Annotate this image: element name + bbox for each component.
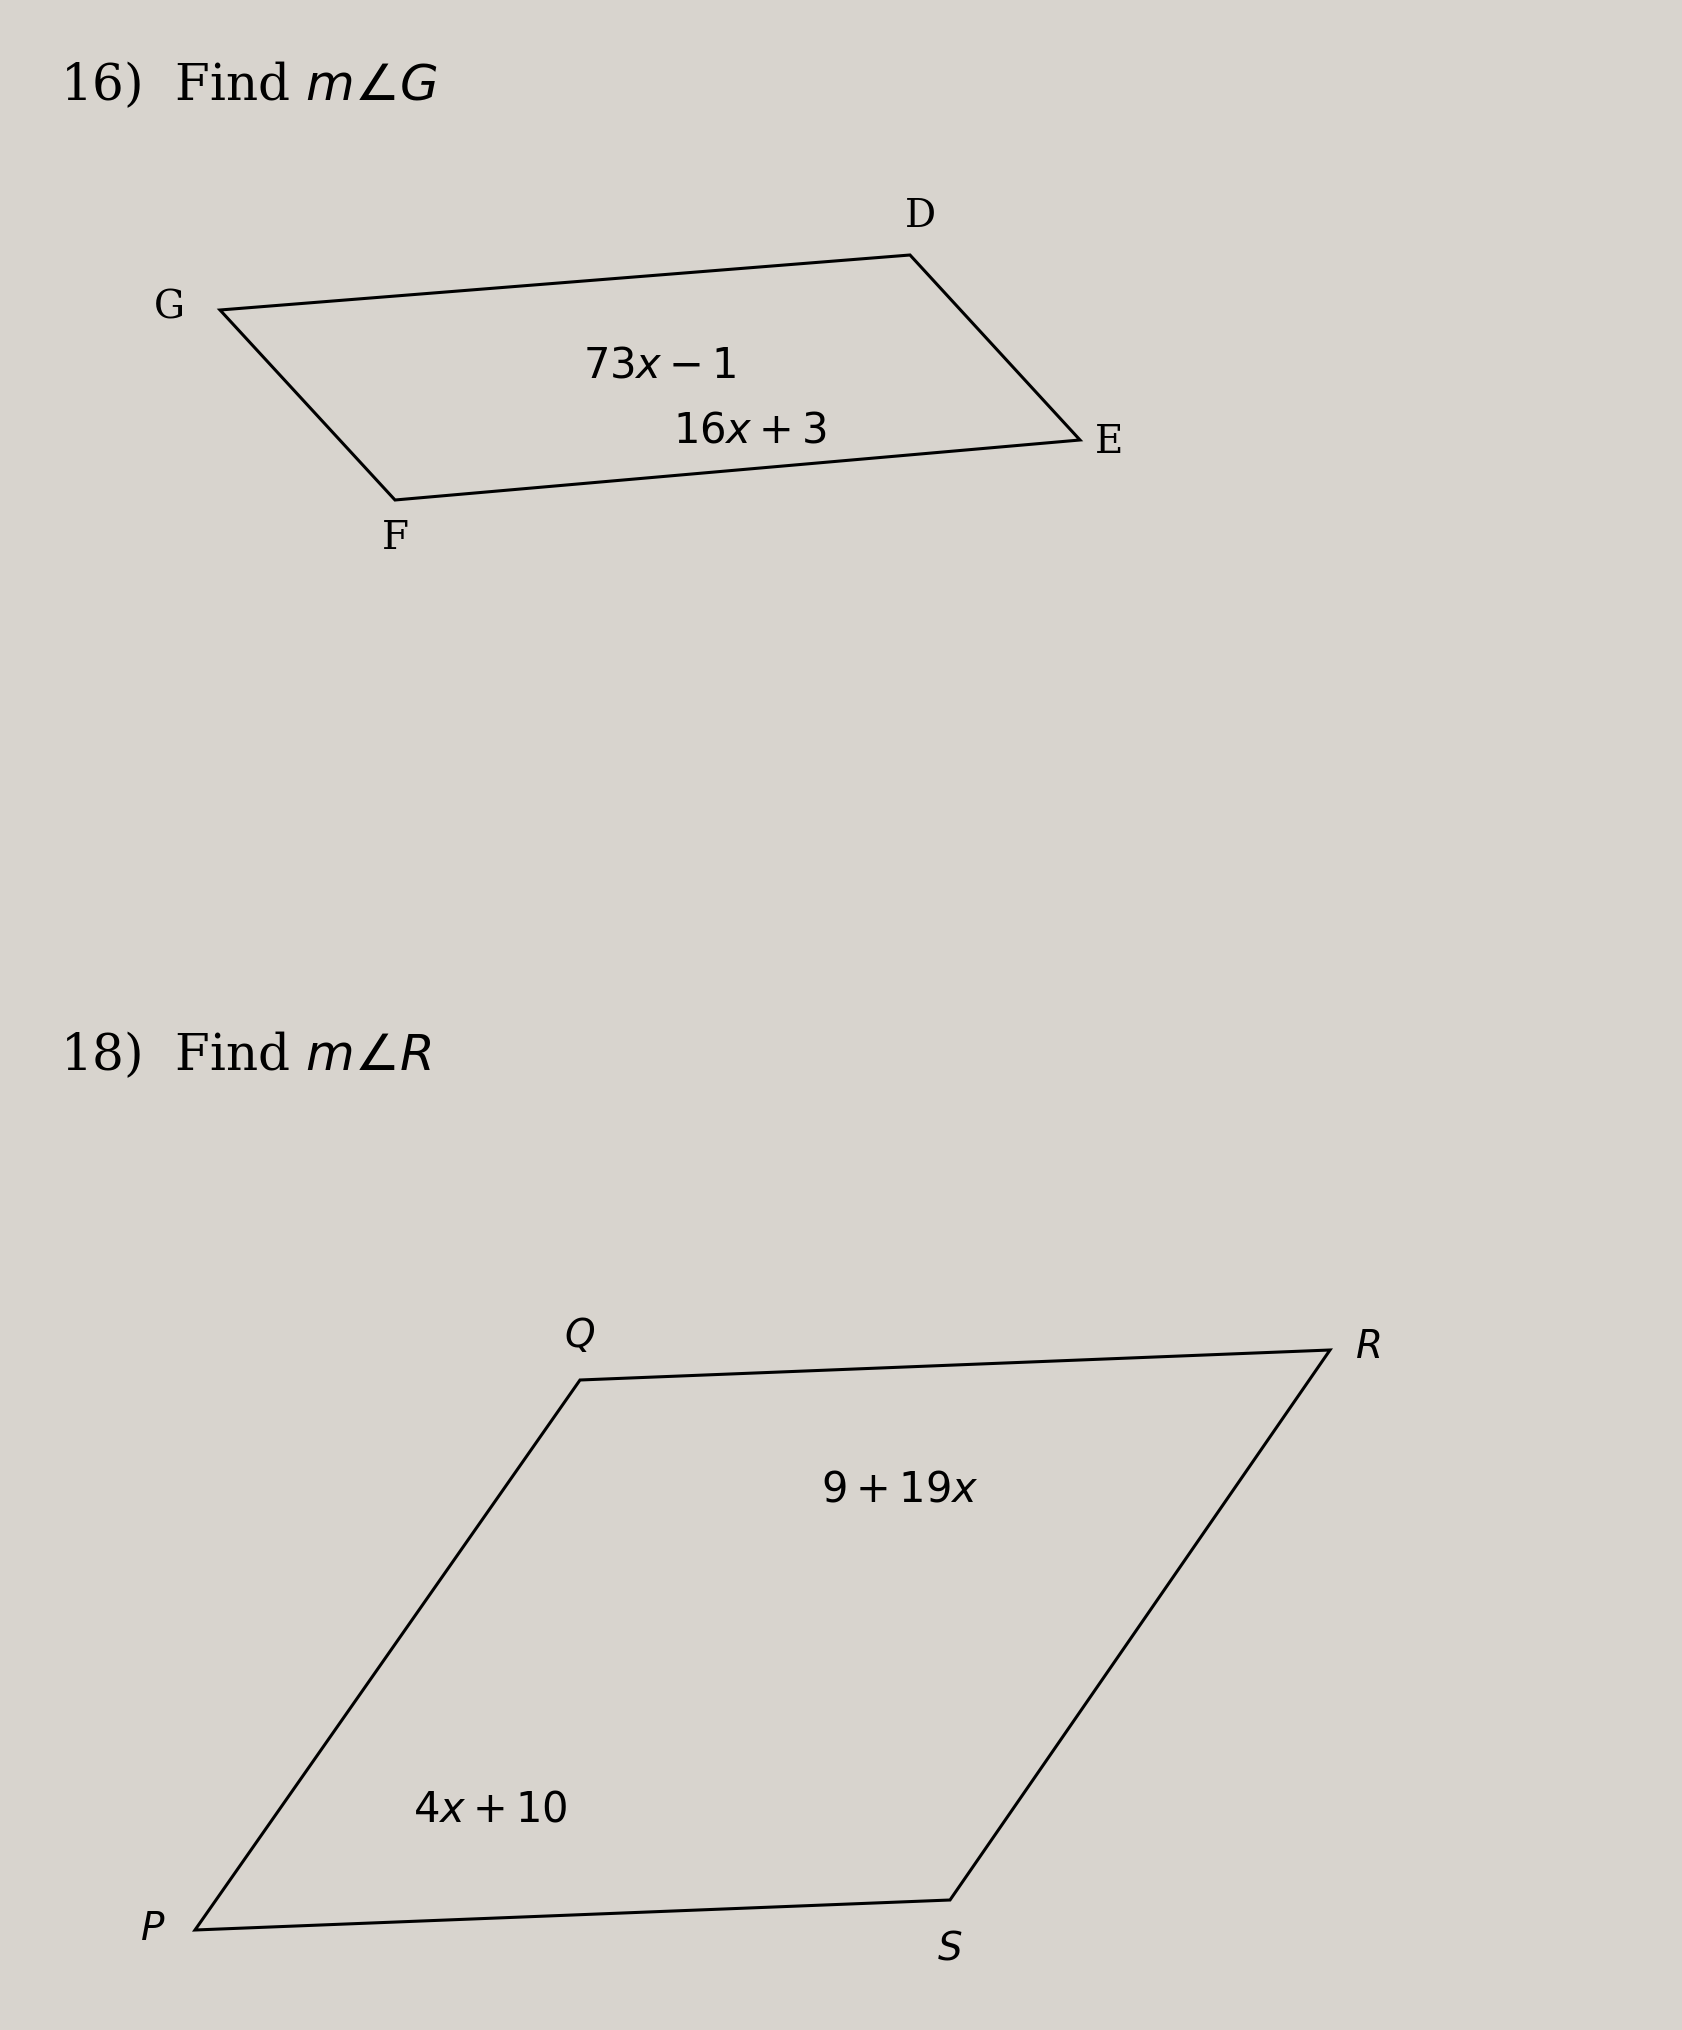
Text: $4x + 10$: $4x + 10$: [412, 1788, 567, 1831]
Text: $73x - 1$: $73x - 1$: [584, 343, 737, 386]
Text: E: E: [1095, 424, 1122, 461]
Text: 18)  Find $m\angle R$: 18) Find $m\angle R$: [61, 1029, 431, 1080]
Text: D: D: [903, 199, 935, 235]
Text: $Q$: $Q$: [563, 1315, 595, 1354]
Text: $16x + 3$: $16x + 3$: [673, 408, 826, 451]
Text: $9 + 19x$: $9 + 19x$: [821, 1470, 979, 1510]
Text: $P$: $P$: [140, 1912, 165, 1949]
Text: 16)  Find $m\angle G$: 16) Find $m\angle G$: [61, 61, 437, 112]
Text: F: F: [382, 520, 409, 556]
Text: $S$: $S$: [937, 1931, 962, 1967]
Text: $R$: $R$: [1354, 1330, 1379, 1366]
Text: G: G: [155, 290, 185, 327]
